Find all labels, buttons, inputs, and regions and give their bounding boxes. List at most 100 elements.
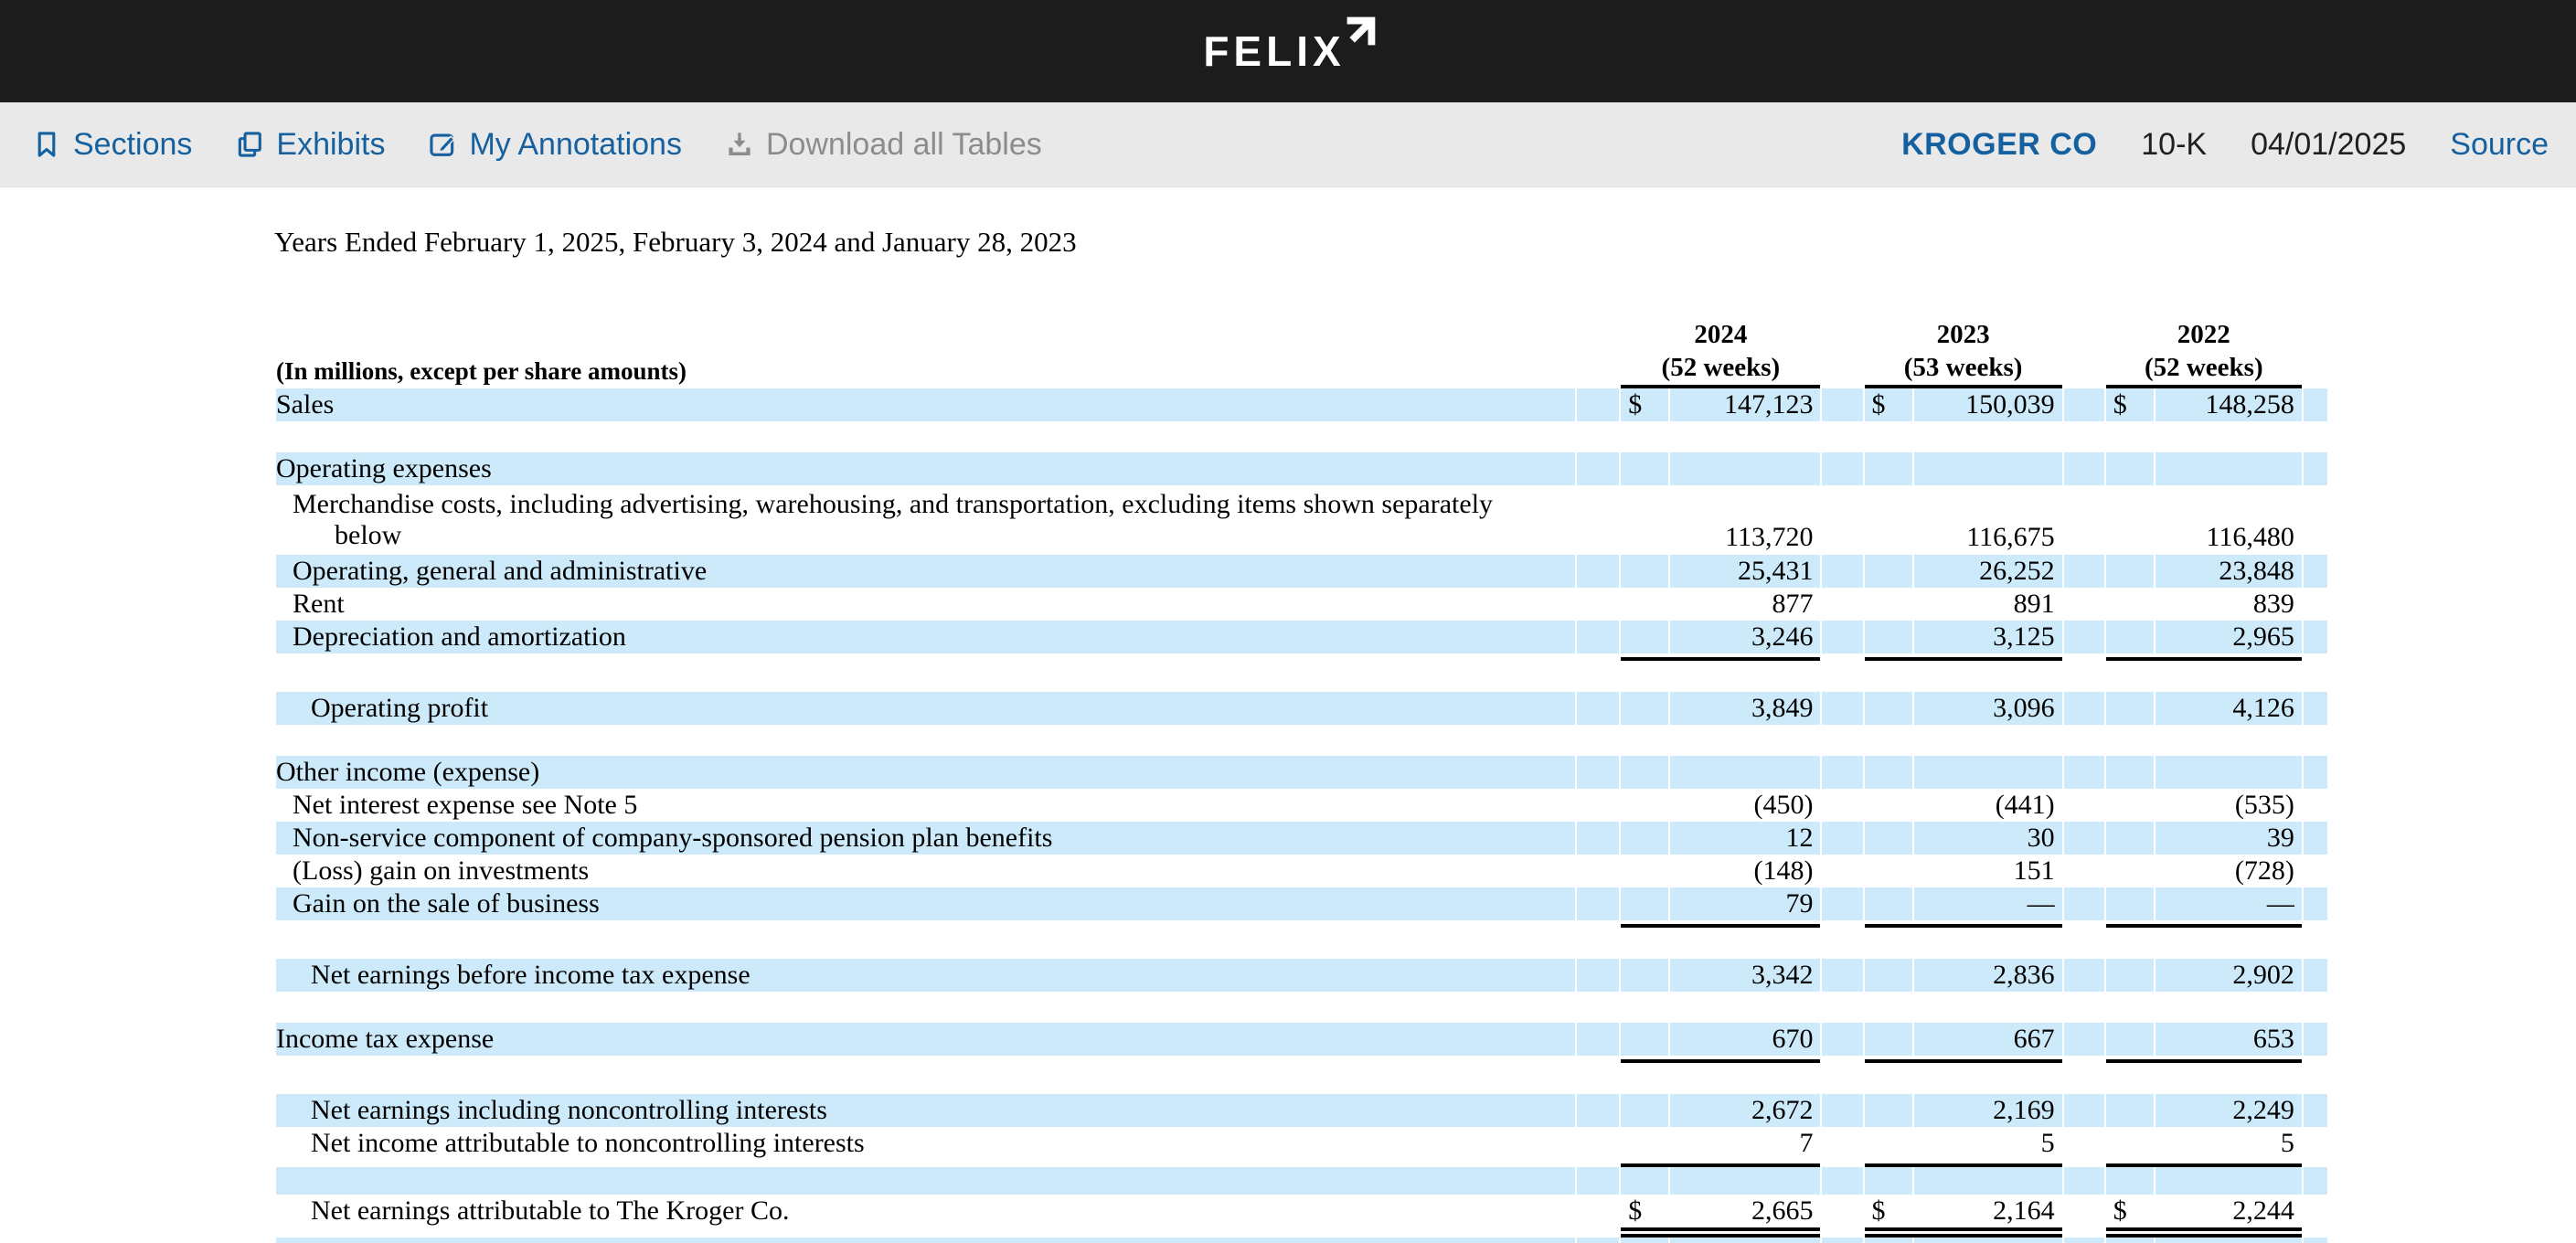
row-label-text: Net earnings attributable to The Kroger … (311, 1195, 790, 1226)
dollar-cell (1865, 1127, 1912, 1160)
value-cell (2155, 1238, 2302, 1243)
dollar-cell: $ (1864, 388, 1912, 421)
dollar-cell (2106, 1127, 2154, 1160)
edit-icon (430, 133, 456, 156)
weeks-header: (52 weeks) (2105, 350, 2302, 388)
row-label-text: Operating expenses (276, 453, 492, 483)
row-label: Net income attributable to noncontrollin… (276, 1127, 1575, 1160)
value-cell: 3,125 (1913, 621, 2062, 653)
header-gap (1577, 315, 1619, 350)
table-row: Net earnings before income tax expense 3,… (276, 959, 2327, 992)
blank-row (276, 1167, 2327, 1195)
row-label-text: Operating, general and administrative (293, 556, 708, 586)
document-view: Years Ended February 1, 2025, February 3… (0, 187, 2576, 1243)
row-label: Non-service component of company-sponsor… (276, 822, 1576, 855)
dollar-cell (1864, 1094, 1912, 1127)
dollar-cell (1621, 588, 1668, 621)
felix-logo: FELIX (1203, 16, 1375, 72)
row-label-text: Net interest expense see Note 5 (293, 790, 638, 820)
toolbar-left-group: Sections Exhibits My Annotations Downloa… (31, 127, 1042, 163)
value-cell: 5 (2040, 1128, 2055, 1158)
sections-button[interactable]: Sections (31, 127, 192, 163)
gap-cell (2303, 621, 2327, 653)
dollar-cell (1864, 621, 1912, 653)
gap-cell (2063, 388, 2104, 421)
spacer-cell (276, 928, 2327, 959)
gap-cell (2304, 588, 2327, 621)
gap-cell (1577, 1238, 1620, 1243)
row-label: Operating, general and administrative (276, 555, 1576, 588)
value-cell: 26,252 (1913, 555, 2062, 588)
spacer-cell (276, 653, 1576, 661)
bookmark-icon (37, 132, 56, 157)
spacer-cell (2303, 653, 2327, 661)
gap-cell (2303, 1023, 2327, 1056)
table-row: Income tax expense 670 667 653 (276, 1023, 2327, 1056)
gap-cell (2063, 1094, 2104, 1127)
dollar-cell (1864, 452, 1912, 485)
value-cell (1913, 1238, 2062, 1243)
gap-cell (1577, 388, 1620, 421)
row-label: Income tax expense (276, 1023, 1576, 1056)
dollar-cell (2105, 756, 2154, 789)
gap-cell (2304, 855, 2327, 887)
total-rule (1621, 1227, 1821, 1238)
row-label: Net interest expense see Note 5 (276, 789, 1575, 822)
dollar-cell (1864, 692, 1912, 725)
table-header: 2024 2023 2022 (In millions, except per sha… (276, 315, 2327, 388)
row-label-text: Rent (293, 589, 345, 619)
value-cell: 3,246 (1670, 621, 1821, 653)
header-gap (2064, 315, 2104, 350)
gap-cell (1577, 855, 1619, 887)
spacer-cell (2063, 920, 2104, 928)
dollar-cell: $ (1628, 1195, 1643, 1226)
value-cell (1670, 756, 1821, 789)
spacer-cell (276, 421, 2327, 452)
dollar-cell (1621, 822, 1669, 855)
gap-cell (2303, 452, 2327, 485)
spacer-cell (2063, 1227, 2104, 1238)
spacer-cell (1577, 1056, 1620, 1063)
row-label: (Loss) gain on investments (276, 855, 1575, 887)
download-all-tables-button[interactable]: Download all Tables (724, 127, 1042, 163)
spacer-cell (2063, 1056, 2104, 1063)
value-cell: (535) (2234, 790, 2294, 820)
filing-date: 04/01/2025 (2251, 126, 2407, 162)
gap-cell (2063, 887, 2104, 920)
gap-cell (2303, 1238, 2327, 1243)
value-cell (1913, 756, 2062, 789)
gap-cell (1822, 1167, 1863, 1195)
table-row: Net earnings attributable to The Kroger … (276, 1195, 2327, 1227)
table-body: Sales $147,123 $150,039 $148,258 Operating e… (276, 388, 2327, 1243)
value-cell: 79 (1670, 887, 1821, 920)
gap-cell (1577, 1023, 1620, 1056)
gap-cell (2303, 388, 2327, 421)
spacer-cell (1822, 920, 1863, 928)
gap-cell (2064, 1195, 2104, 1227)
dollar-cell (2105, 1167, 2154, 1195)
row-label-text: Depreciation and amortization (293, 622, 626, 652)
dollar-cell (1864, 1238, 1912, 1243)
spacer-cell (2303, 1056, 2327, 1063)
exhibits-label: Exhibits (276, 126, 386, 162)
dollar-cell (2105, 692, 2154, 725)
dollar-cell (1621, 789, 1668, 822)
gap-cell (1822, 1195, 1862, 1227)
my-annotations-button[interactable]: My Annotations (427, 127, 682, 163)
row-label-text: Merchandise costs, including advertising… (293, 489, 1494, 519)
spacer-cell (2303, 1227, 2327, 1238)
table-row: Other income (expense) (276, 756, 2327, 789)
dollar-cell (1864, 555, 1912, 588)
table-row: Net income attributable to noncontrollin… (276, 1127, 2327, 1160)
source-link[interactable]: Source (2450, 126, 2549, 162)
exhibits-button[interactable]: Exhibits (234, 127, 385, 163)
row-label: Gain on the sale of business (276, 887, 1576, 920)
header-year-row: 2024 2023 2022 (276, 315, 2327, 350)
gap-cell (1577, 1167, 1620, 1195)
value-cell: 2,244 (2232, 1195, 2294, 1226)
dollar-cell (1865, 855, 1912, 887)
gap-cell (1822, 692, 1863, 725)
dollar-cell (2105, 1023, 2154, 1056)
spacer-cell (2303, 1160, 2327, 1167)
dollar-cell: $ (2105, 388, 2154, 421)
